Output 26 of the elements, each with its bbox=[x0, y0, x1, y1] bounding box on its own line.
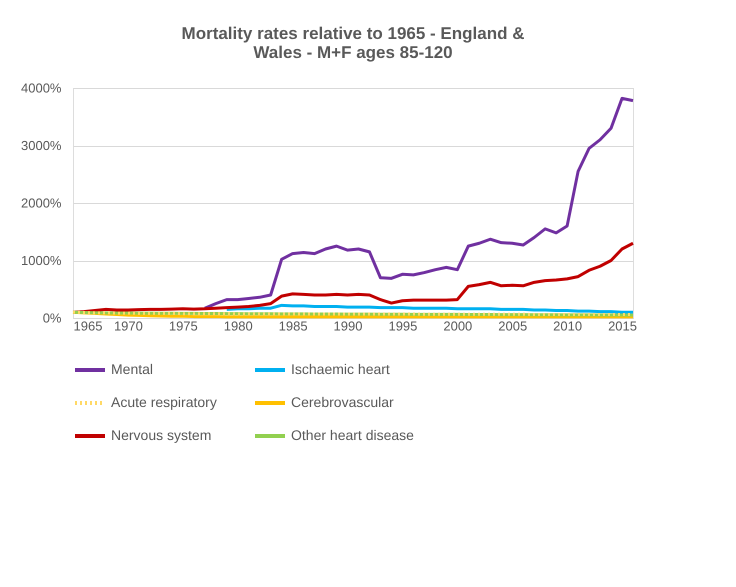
x-tick-label: 1995 bbox=[388, 318, 418, 334]
legend-label: Ischaemic heart bbox=[291, 361, 390, 377]
y-tick-label: 1000% bbox=[21, 253, 62, 268]
legend-label: Mental bbox=[111, 361, 154, 377]
legend-label: Nervous system bbox=[111, 427, 212, 443]
line-series bbox=[203, 96, 634, 310]
line-series bbox=[72, 242, 634, 314]
x-tick-label: 1975 bbox=[168, 318, 198, 334]
y-tick-label: 3000% bbox=[21, 138, 62, 153]
legend-label: Cerebrovascular bbox=[291, 394, 394, 410]
x-tick-label: 1980 bbox=[224, 318, 253, 334]
x-tick-label: 1970 bbox=[114, 318, 143, 334]
x-tick-label: 2000 bbox=[443, 318, 472, 334]
legend-label: Other heart disease bbox=[291, 427, 414, 443]
line-series bbox=[225, 304, 634, 314]
y-tick-label: 2000% bbox=[21, 196, 62, 210]
y-tick-label: 0% bbox=[42, 310, 62, 326]
y-tick-label: 4000% bbox=[21, 80, 62, 96]
x-tick-label: 2005 bbox=[498, 318, 528, 334]
x-tick-label: 2015 bbox=[608, 318, 637, 334]
x-tick-label: 1985 bbox=[278, 318, 308, 334]
legend-label: Acute respiratory bbox=[111, 394, 217, 410]
x-tick-label: 1965 bbox=[74, 318, 102, 334]
x-tick-label: 1990 bbox=[334, 318, 362, 334]
x-tick-label: 2010 bbox=[553, 318, 582, 334]
chart-title: Mortality rates relative to 1965 - England & Wales - M+F ages 85-120 bbox=[182, 24, 524, 62]
